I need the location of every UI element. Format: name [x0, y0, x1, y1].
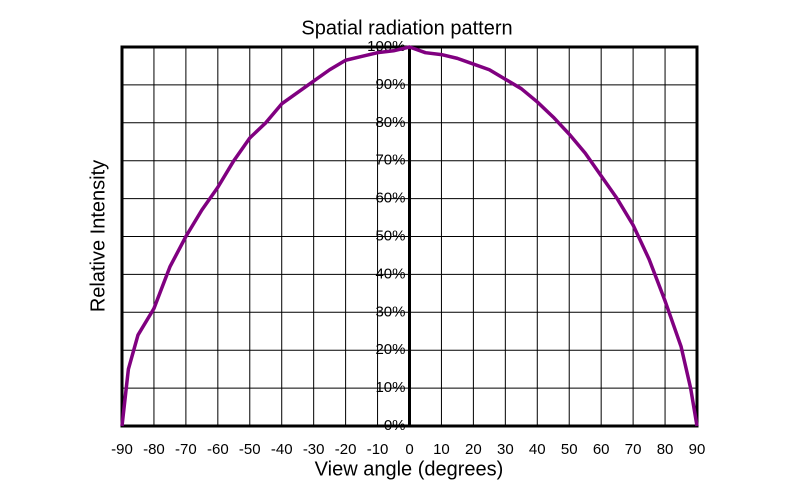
y-tick-label: 40%: [375, 265, 405, 282]
x-tick-label: -30: [303, 441, 325, 458]
x-tick-label: 10: [433, 441, 450, 458]
x-tick-label: 60: [593, 441, 610, 458]
x-tick-label: 20: [465, 441, 482, 458]
y-tick-label: 90%: [375, 76, 405, 93]
x-tick-label: -20: [335, 441, 357, 458]
y-tick-label: 60%: [375, 190, 405, 207]
x-tick-label: -60: [207, 441, 229, 458]
x-tick-label: 50: [561, 441, 578, 458]
y-axis-label: Relative Intensity: [87, 160, 109, 312]
x-tick-label: 40: [529, 441, 546, 458]
y-tick-label: 20%: [375, 341, 405, 358]
x-tick-label: -80: [143, 441, 165, 458]
x-axis-label: View angle (degrees): [315, 458, 504, 480]
y-tick-label: 10%: [375, 379, 405, 396]
x-tick-label: -50: [239, 441, 261, 458]
x-tick-label: 70: [625, 441, 642, 458]
y-tick-label: 30%: [375, 303, 405, 320]
x-tick-label: -70: [175, 441, 197, 458]
x-tick-label: 30: [497, 441, 514, 458]
x-tick-label: 80: [657, 441, 674, 458]
x-tick-label: -40: [271, 441, 293, 458]
y-tick-label: 50%: [375, 227, 405, 244]
x-tick-label: 90: [689, 441, 706, 458]
y-tick-label: 80%: [375, 114, 405, 131]
y-tick-label: 70%: [375, 152, 405, 169]
chart-title: Spatial radiation pattern: [301, 17, 512, 39]
line-series: [120, 45, 699, 427]
x-tick-label: 0: [405, 441, 413, 458]
x-tick-label: -90: [111, 441, 133, 458]
x-tick-label: -10: [367, 441, 389, 458]
